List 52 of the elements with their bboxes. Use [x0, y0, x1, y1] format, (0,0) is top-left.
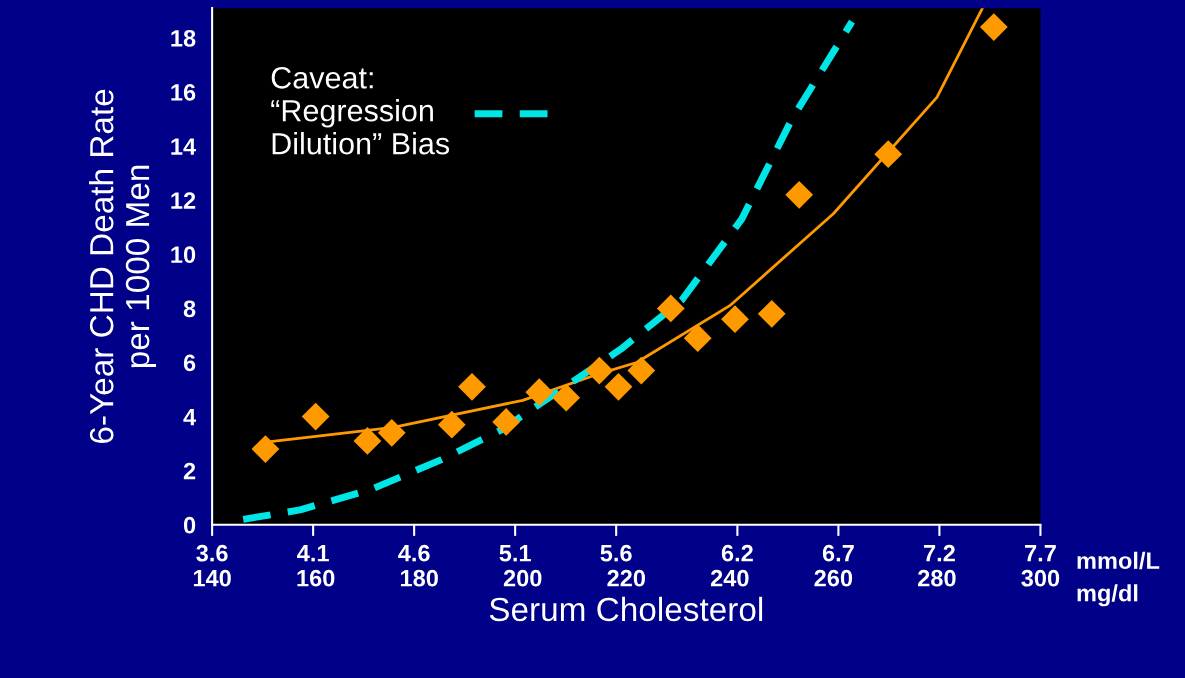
point [301, 402, 330, 431]
point [721, 305, 749, 334]
point [552, 383, 581, 412]
x-tick-label: 280 [918, 569, 956, 587]
x-tick-label: 160 [297, 569, 335, 587]
x-tick-label: 240 [710, 569, 749, 587]
x2-tick-label: 3.6 [196, 544, 228, 562]
point [437, 410, 466, 439]
point [525, 378, 554, 407]
point [656, 294, 685, 323]
x-tick-label: 200 [503, 569, 542, 587]
point [785, 180, 814, 209]
y-tick-label: 12 [171, 192, 196, 209]
x-tick-label: 180 [400, 569, 438, 587]
y-tick-label: 2 [183, 462, 196, 480]
point [251, 435, 280, 463]
x-tick-label: 220 [607, 569, 645, 587]
y-tick-label: 4 [183, 408, 197, 426]
y-axis-title: 6-Year CHD Death Rate per 1000 Men [89, 89, 156, 443]
point [979, 13, 1008, 41]
point [683, 324, 712, 353]
x2-tick-label: 6.2 [721, 544, 753, 562]
x2-tick-label: 5.1 [499, 545, 531, 562]
y-tick-label: 0 [183, 516, 196, 534]
point [458, 372, 486, 401]
x-tick-label: 140 [193, 569, 231, 587]
x2-tick-label: 4.1 [297, 545, 329, 562]
x2-tick-label: 5.6 [600, 544, 632, 562]
x2-tick-label: 7.2 [924, 544, 955, 562]
legend-label: Caveat: “Regression Dilution” Bias [271, 67, 450, 155]
y-tick-label: 18 [171, 29, 196, 47]
point [377, 418, 406, 447]
y-tick-label: 14 [171, 138, 197, 155]
point [757, 299, 786, 328]
text: mmol/L [1077, 551, 1160, 570]
point [627, 356, 656, 385]
point [604, 372, 633, 401]
x2-tick-label: 6.7 [822, 544, 854, 562]
x-tick-label: 260 [814, 569, 853, 587]
x-tick-label: 300 [1021, 569, 1060, 587]
y-tick-label: 16 [171, 84, 196, 101]
y-tick-label: 8 [183, 300, 196, 318]
text: mg/dl [1077, 584, 1138, 607]
y-tick-label: 10 [171, 246, 196, 264]
y-tick-label: 6 [183, 354, 196, 372]
point [353, 427, 382, 455]
x2-tick-label: 4.6 [398, 544, 430, 562]
x2-tick-label: 7.7 [1025, 545, 1056, 562]
point [585, 356, 614, 385]
point [874, 140, 903, 169]
x-axis-title: Serum Cholesterol [489, 596, 763, 622]
point [492, 408, 521, 436]
